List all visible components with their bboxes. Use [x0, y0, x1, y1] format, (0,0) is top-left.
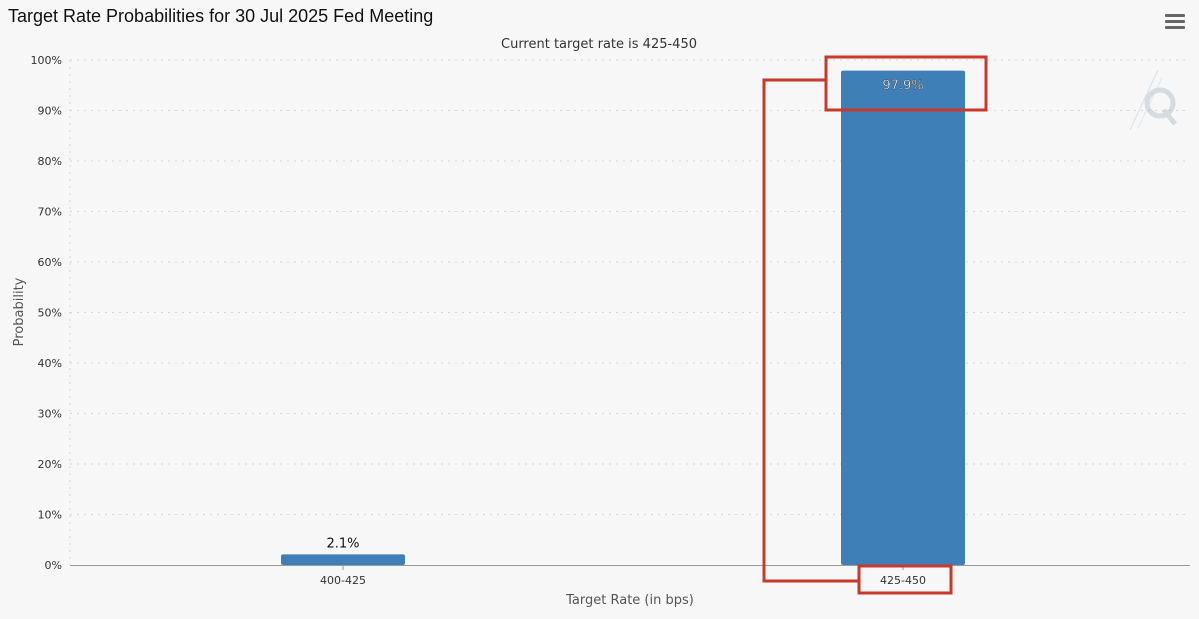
data-label-400-425: 2.1% — [326, 536, 359, 551]
data-labels: 2.1% 97.9% — [326, 78, 923, 551]
gridlines — [69, 59, 1190, 565]
bar-425-450[interactable] — [841, 70, 965, 565]
bar-400-425[interactable] — [281, 554, 405, 565]
y-tick-label: 90% — [38, 105, 62, 118]
x-axis-label: Target Rate (in bps) — [565, 593, 694, 608]
x-tick-label-425-450: 425-450 — [880, 574, 926, 587]
bars — [281, 70, 965, 565]
y-tick-label: 70% — [38, 206, 62, 219]
y-tick-label: 10% — [38, 509, 62, 522]
x-axis-ticks: 400-425 425-450 — [320, 565, 926, 587]
y-axis-label: Probability — [12, 277, 27, 346]
q-logo-icon — [1129, 69, 1177, 131]
data-label-425-450: 97.9% — [882, 79, 923, 94]
highlight-annotation — [762, 55, 988, 595]
y-tick-label: 30% — [38, 408, 62, 421]
chart-subtitle: Current target rate is 425-450 — [501, 37, 697, 52]
y-tick-label: 100% — [31, 54, 62, 67]
y-tick-label: 60% — [38, 256, 62, 269]
hamburger-menu-icon[interactable] — [1165, 14, 1185, 30]
highlight-connector — [762, 78, 859, 583]
y-tick-label: 20% — [38, 458, 62, 471]
chart-title: Target Rate Probabilities for 30 Jul 202… — [8, 6, 434, 26]
y-tick-label: 50% — [38, 307, 62, 320]
highlight-box-value — [824, 55, 988, 112]
y-axis-ticks: 0% 10% 20% 30% 40% 50% 60% 70% 80% 90% 100% — [31, 54, 62, 572]
y-tick-label: 80% — [38, 155, 62, 168]
x-tick-label-400-425: 400-425 — [320, 574, 366, 587]
y-tick-label: 0% — [45, 559, 62, 572]
y-tick-label: 40% — [38, 357, 62, 370]
